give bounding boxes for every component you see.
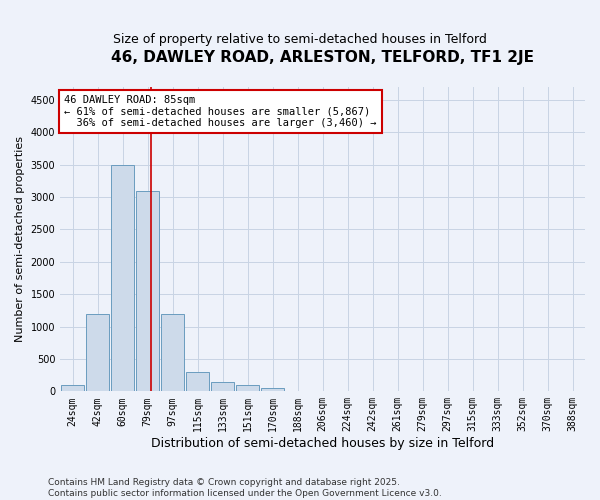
Text: Contains HM Land Registry data © Crown copyright and database right 2025.
Contai: Contains HM Land Registry data © Crown c… [48,478,442,498]
Y-axis label: Number of semi-detached properties: Number of semi-detached properties [15,136,25,342]
Bar [262,388,284,392]
Bar [211,382,234,392]
Bar [236,385,259,392]
Bar [136,190,159,392]
Bar [286,390,309,392]
Text: Size of property relative to semi-detached houses in Telford: Size of property relative to semi-detach… [113,32,487,46]
Bar [161,314,184,392]
X-axis label: Distribution of semi-detached houses by size in Telford: Distribution of semi-detached houses by … [151,437,494,450]
Bar [86,314,109,392]
Text: 46 DAWLEY ROAD: 85sqm
← 61% of semi-detached houses are smaller (5,867)
  36% of: 46 DAWLEY ROAD: 85sqm ← 61% of semi-deta… [64,95,376,128]
Title: 46, DAWLEY ROAD, ARLESTON, TELFORD, TF1 2JE: 46, DAWLEY ROAD, ARLESTON, TELFORD, TF1 … [111,50,534,65]
Bar [187,372,209,392]
Bar [61,385,84,392]
Bar [112,164,134,392]
